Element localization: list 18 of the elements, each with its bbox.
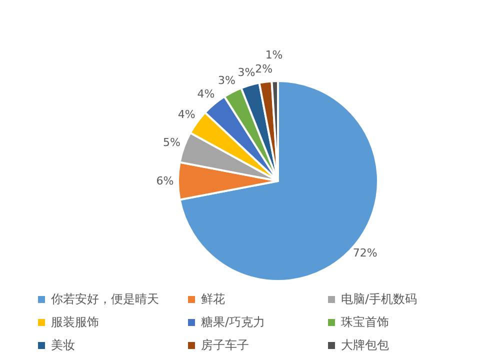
data-label: 3% bbox=[238, 66, 256, 79]
legend-label: 房子车子 bbox=[201, 337, 249, 354]
legend-label: 你若安好，便是晴天 bbox=[51, 291, 159, 308]
legend-label: 电脑/手机数码 bbox=[341, 291, 418, 308]
data-label: 3% bbox=[218, 74, 236, 87]
legend-label: 美妆 bbox=[51, 337, 75, 354]
legend-label: 糖果/巧克力 bbox=[201, 314, 266, 331]
legend-label: 鲜花 bbox=[201, 291, 225, 308]
data-label: 5% bbox=[162, 136, 180, 150]
data-label: 6% bbox=[156, 174, 174, 188]
data-label: 4% bbox=[197, 87, 215, 100]
data-label: 1% bbox=[265, 48, 283, 62]
data-label: 72% bbox=[352, 246, 378, 260]
legend-label: 珠宝首饰 bbox=[341, 314, 389, 331]
legend-label: 大牌包包 bbox=[341, 337, 389, 354]
data-label: 4% bbox=[178, 108, 196, 122]
legend-label: 服装服饰 bbox=[51, 314, 99, 331]
data-label: 2% bbox=[255, 62, 273, 76]
